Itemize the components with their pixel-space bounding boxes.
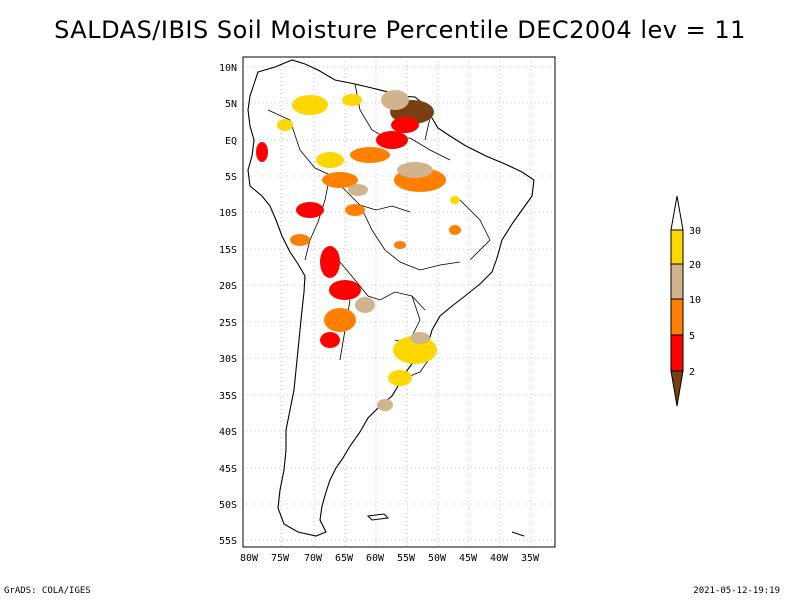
lon-axis-labels: 80W 75W 70W 65W 60W 55W 50W 45W 40W 35W xyxy=(240,553,540,564)
lat-label: 45S xyxy=(219,464,237,475)
legend-label: 30 xyxy=(689,226,701,237)
falkland-islands xyxy=(366,513,390,521)
lat-label: 55S xyxy=(219,536,237,547)
lat-label: 25S xyxy=(219,318,237,329)
lon-label: 35W xyxy=(521,553,540,564)
lat-label: 20S xyxy=(219,281,237,292)
lat-label: 15S xyxy=(219,245,237,256)
south-georgia-island xyxy=(511,531,525,537)
lon-label: 65W xyxy=(335,553,354,564)
legend-20to30 xyxy=(670,229,684,265)
lat-label: 10N xyxy=(219,63,237,74)
lat-label: 5N xyxy=(225,99,237,110)
footer-right: 2021-05-12-19:19 xyxy=(693,586,780,596)
color-legend: 30 20 10 5 2 xyxy=(670,195,701,407)
lat-axis-labels: 10N 5N EQ 5S 10S 15S 20S 25S 30S 35S 40S… xyxy=(219,63,237,547)
lon-gridlines xyxy=(280,57,532,547)
lat-label: 50S xyxy=(219,500,237,511)
legend-label: 10 xyxy=(689,295,701,306)
lon-label: 60W xyxy=(366,553,385,564)
legend-10to20 xyxy=(670,263,684,300)
legend-label: 2 xyxy=(689,367,695,378)
lon-label: 50W xyxy=(428,553,447,564)
percentile-shading xyxy=(256,90,461,411)
lat-label: 35S xyxy=(219,391,237,402)
south-america-coastline xyxy=(247,59,535,537)
legend-above30-triangle xyxy=(670,195,684,231)
lat-label: 5S xyxy=(225,172,237,183)
legend-2to5 xyxy=(670,334,684,372)
lon-label: 75W xyxy=(271,553,290,564)
lon-label: 70W xyxy=(304,553,323,564)
legend-label: 20 xyxy=(689,260,701,271)
legend-5to10 xyxy=(670,298,684,336)
legend-label: 5 xyxy=(689,331,695,342)
map-title: SALDAS/IBIS Soil Moisture Percentile DEC… xyxy=(54,16,746,44)
lat-label: EQ xyxy=(225,136,237,147)
lon-label: 80W xyxy=(240,553,259,564)
lat-label: 40S xyxy=(219,427,237,438)
legend-below2-triangle xyxy=(670,370,684,407)
footer-left: GrADS: COLA/IGES xyxy=(4,586,91,596)
lon-label: 45W xyxy=(459,553,478,564)
lon-label: 55W xyxy=(397,553,416,564)
lat-label: 10S xyxy=(219,208,237,219)
lat-label: 30S xyxy=(219,354,237,365)
lon-label: 40W xyxy=(490,553,509,564)
